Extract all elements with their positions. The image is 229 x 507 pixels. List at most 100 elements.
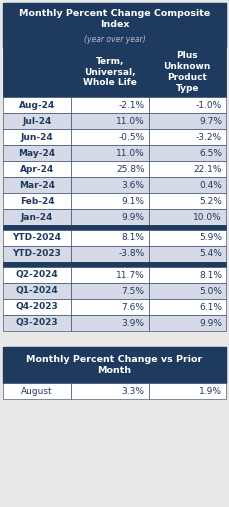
Bar [3,246,71,262]
Text: 9.9%: 9.9% [199,318,222,328]
Text: YTD-2023: YTD-2023 [13,249,61,259]
Text: 8.1%: 8.1% [122,234,144,242]
Text: Q4-2023: Q4-2023 [16,303,58,311]
Text: Apr-24: Apr-24 [20,164,54,173]
Text: 9.7%: 9.7% [199,117,222,126]
Text: 3.9%: 3.9% [122,318,144,328]
Text: 6.1%: 6.1% [199,303,222,311]
Text: 25.8%: 25.8% [116,164,144,173]
Bar [3,129,71,145]
Bar [148,129,226,145]
Text: 3.6%: 3.6% [122,180,144,190]
Bar [148,383,226,399]
Text: 5.4%: 5.4% [199,249,222,259]
Bar [3,225,226,230]
Bar [148,47,226,97]
Bar [148,299,226,315]
Text: 5.9%: 5.9% [199,234,222,242]
Text: -0.5%: -0.5% [118,132,144,141]
Bar [3,383,71,399]
Text: 8.1%: 8.1% [199,271,222,279]
Bar [71,47,148,97]
Bar [3,230,71,246]
Text: Monthly Percent Change vs Prior
Month: Monthly Percent Change vs Prior Month [26,355,203,375]
Bar [3,347,226,383]
Bar [71,299,148,315]
Text: (year over year): (year over year) [84,35,145,45]
Text: 10.0%: 10.0% [193,212,222,222]
Text: 1.9%: 1.9% [199,386,222,395]
Bar [148,283,226,299]
Bar [71,383,148,399]
Bar [71,97,148,113]
Bar [3,113,71,129]
Bar [71,113,148,129]
Text: 3.3%: 3.3% [122,386,144,395]
Text: 11.0%: 11.0% [116,117,144,126]
Bar [3,315,71,331]
Text: Aug-24: Aug-24 [19,100,55,110]
Text: Monthly Percent Change Composite
Index: Monthly Percent Change Composite Index [19,9,210,29]
Bar [148,193,226,209]
Bar [148,177,226,193]
Text: May-24: May-24 [19,149,56,158]
Bar [3,97,71,113]
Text: Q1-2024: Q1-2024 [16,286,58,296]
Text: 5.0%: 5.0% [199,286,222,296]
Bar [3,177,71,193]
Bar [148,209,226,225]
Bar [3,47,71,97]
Text: 0.4%: 0.4% [199,180,222,190]
Bar [3,193,71,209]
Bar [148,97,226,113]
Text: Q2-2024: Q2-2024 [16,271,58,279]
Bar [71,161,148,177]
Bar [148,230,226,246]
Text: -3.2%: -3.2% [196,132,222,141]
Text: 7.5%: 7.5% [122,286,144,296]
Bar [3,3,226,47]
Bar [148,113,226,129]
Text: Jun-24: Jun-24 [21,132,53,141]
Text: -1.0%: -1.0% [196,100,222,110]
Text: Jan-24: Jan-24 [21,212,53,222]
Text: 9.9%: 9.9% [122,212,144,222]
Text: 9.1%: 9.1% [122,197,144,205]
Text: -2.1%: -2.1% [118,100,144,110]
Text: Term,
Universal,
Whole Life: Term, Universal, Whole Life [83,57,137,87]
Bar [148,145,226,161]
Text: 11.0%: 11.0% [116,149,144,158]
Bar [148,246,226,262]
Text: 22.1%: 22.1% [194,164,222,173]
Bar [71,209,148,225]
Text: -3.8%: -3.8% [118,249,144,259]
Bar [71,283,148,299]
Bar [3,161,71,177]
Text: 7.6%: 7.6% [122,303,144,311]
Text: Mar-24: Mar-24 [19,180,55,190]
Text: Jul-24: Jul-24 [22,117,52,126]
Bar [71,267,148,283]
Text: August: August [21,386,53,395]
Bar [71,177,148,193]
Bar [148,267,226,283]
Text: 11.7%: 11.7% [116,271,144,279]
Bar [3,209,71,225]
Bar [3,262,226,267]
Bar [148,161,226,177]
Bar [3,283,71,299]
Bar [71,246,148,262]
Bar [3,299,71,315]
Bar [3,267,71,283]
Text: 6.5%: 6.5% [199,149,222,158]
Bar [3,145,71,161]
Text: Plus
Unknown
Product
Type: Plus Unknown Product Type [164,51,211,93]
Bar [148,315,226,331]
Text: 5.2%: 5.2% [199,197,222,205]
Bar [71,193,148,209]
Text: Q3-2023: Q3-2023 [16,318,58,328]
Text: Feb-24: Feb-24 [20,197,54,205]
Bar [71,315,148,331]
Bar [71,145,148,161]
Bar [71,129,148,145]
